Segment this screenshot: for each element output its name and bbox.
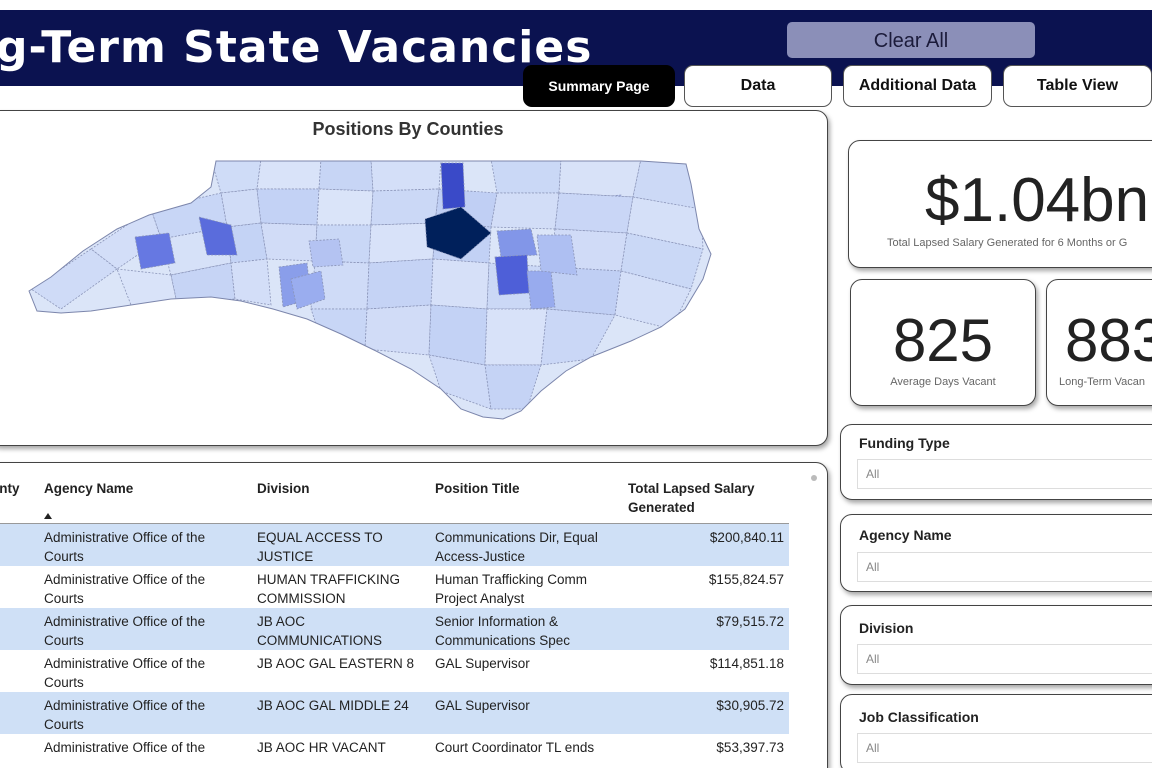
page-title: g-Term State Vacancies [0, 22, 593, 73]
salary-cell: $79,515.72 [716, 614, 784, 629]
agency-cell: Administrative Office of the [44, 740, 206, 755]
title-cell: Senior Information & Communications Spec [435, 614, 571, 648]
kpi-total-lapsed-salary: $1.04bn Total Lapsed Salary Generated fo… [848, 140, 1152, 268]
agency-cell: Administrative Office of the Courts [44, 572, 206, 606]
title-cell: GAL Supervisor [435, 656, 530, 671]
kpi-lapsed-value: $1.04bn [925, 166, 1150, 235]
division-cell: HUMAN TRAFFICKING COMMISSION [257, 572, 401, 606]
division-dropdown[interactable]: All [857, 644, 1152, 674]
salary-cell: $53,397.73 [716, 740, 784, 755]
table-row[interactable]: Administrative Office of the Courts JB A… [0, 692, 789, 734]
division-cell: JB AOC GAL MIDDLE 24 [257, 698, 409, 713]
agency-cell: Administrative Office of the Courts [44, 530, 206, 564]
title-cell: Court Coordinator TL ends [435, 740, 595, 755]
slicer-division: Division All [840, 605, 1152, 685]
sort-ascending-icon[interactable] [44, 513, 52, 519]
scroll-indicator[interactable] [811, 475, 817, 481]
job-classification-dropdown[interactable]: All [857, 733, 1152, 763]
agency-cell: Administrative Office of the Courts [44, 614, 206, 648]
table-row[interactable]: Administrative Office of the Courts EQUA… [0, 524, 789, 566]
clear-all-button[interactable]: Clear All [787, 22, 1035, 58]
agency-cell: Administrative Office of the Courts [44, 656, 206, 690]
tab-data[interactable]: Data [684, 65, 832, 107]
table-row[interactable]: Administrative Office of the Courts HUMA… [0, 566, 789, 608]
slicer-agency-name: Agency Name All [840, 514, 1152, 592]
slicer-agency-name-title: Agency Name [859, 527, 952, 543]
kpi-lapsed-label: Total Lapsed Salary Generated for 6 Mont… [887, 237, 1128, 249]
slicer-funding-type-title: Funding Type [859, 435, 950, 451]
kpi-long-term-label: Long-Term Vacan [1059, 376, 1146, 388]
slicer-division-title: Division [859, 620, 914, 636]
kpi-average-days-vacant: 825 Average Days Vacant [850, 279, 1036, 406]
salary-cell: $155,824.57 [708, 572, 784, 587]
kpi-long-term-vacancies: 883 Long-Term Vacan [1046, 279, 1152, 406]
col-county[interactable]: unty [0, 481, 20, 496]
tab-additional-data[interactable]: Additional Data [843, 65, 992, 107]
county-map[interactable] [21, 159, 721, 434]
funding-type-dropdown[interactable]: All [857, 459, 1152, 489]
map-title: Positions By Counties [312, 119, 504, 139]
tab-summary-page[interactable]: Summary Page [523, 65, 675, 107]
vacancies-table: unty Agency Name Division Position Title… [0, 462, 828, 768]
table-row[interactable]: Administrative Office of the Courts JB A… [0, 608, 789, 650]
salary-cell: $30,905.72 [716, 698, 784, 713]
col-position-title[interactable]: Position Title [435, 481, 520, 496]
col-agency-name[interactable]: Agency Name [44, 481, 134, 496]
title-cell: GAL Supervisor [435, 698, 530, 713]
col-total-lapsed-salary[interactable]: Total Lapsed Salary Generated [628, 481, 755, 515]
header-divider [0, 523, 789, 524]
positions-map-panel: Positions By Counties [0, 110, 828, 446]
division-cell: JB AOC HR VACANT [257, 740, 386, 755]
title-cell: Human Trafficking Comm Project Analyst [435, 572, 588, 606]
salary-cell: $114,851.18 [709, 656, 784, 671]
slicer-job-classification: Job Classification All [840, 694, 1152, 768]
kpi-avg-days-label: Average Days Vacant [890, 376, 996, 388]
kpi-avg-days-value: 825 [892, 307, 994, 374]
salary-cell: $200,840.11 [709, 530, 784, 545]
agency-name-dropdown[interactable]: All [857, 552, 1152, 582]
agency-cell: Administrative Office of the Courts [44, 698, 206, 732]
title-cell: Communications Dir, Equal Access-Justice [435, 530, 598, 564]
slicer-funding-type: Funding Type All [840, 424, 1152, 500]
col-division[interactable]: Division [257, 481, 310, 496]
slicer-job-classification-title: Job Classification [859, 709, 979, 725]
table-row[interactable]: Administrative Office of the Courts JB A… [0, 650, 789, 692]
kpi-long-term-value: 883 [1065, 307, 1152, 374]
division-cell: EQUAL ACCESS TO JUSTICE [257, 530, 383, 564]
tab-table-view[interactable]: Table View [1003, 65, 1152, 107]
division-cell: JB AOC COMMUNICATIONS [257, 614, 382, 648]
division-cell: JB AOC GAL EASTERN 8 [257, 656, 415, 671]
table-row[interactable]: Administrative Office of the JB AOC HR V… [0, 734, 789, 768]
